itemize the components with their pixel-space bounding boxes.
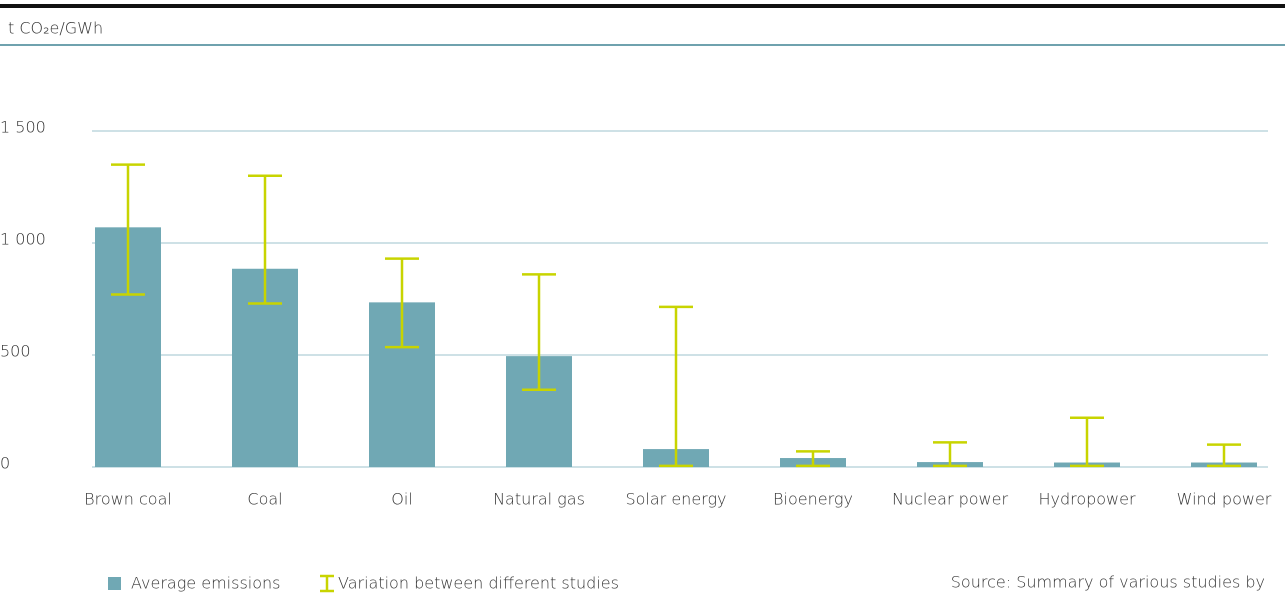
x-tick-label: Nuclear power: [892, 490, 1009, 509]
legend-label: Variation between different studies: [338, 574, 619, 593]
source: Source: Summary of various studies by: [951, 573, 1265, 592]
x-tick-label: Brown coal: [84, 490, 172, 509]
y-tick-label: 1 500: [0, 118, 46, 137]
legend-swatch: [108, 577, 121, 590]
y-tick-label: 1 000: [0, 230, 46, 249]
y-tick-label: 0: [0, 454, 10, 473]
x-tick-label: Coal: [247, 490, 282, 509]
header-rule: [0, 44, 1285, 46]
top-rule: [0, 4, 1285, 8]
x-tick-label: Natural gas: [493, 490, 585, 509]
x-tick-label: Hydropower: [1038, 490, 1136, 509]
legend-label: Average emissions: [131, 574, 281, 593]
y-axis-label: t CO₂e/GWh: [8, 19, 103, 38]
y-tick-label: 500: [0, 342, 31, 361]
x-tick-label: Oil: [391, 490, 412, 509]
x-tick-label: Solar energy: [625, 490, 726, 509]
x-tick-label: Wind power: [1177, 490, 1272, 509]
x-tick-label: Bioenergy: [773, 490, 853, 509]
